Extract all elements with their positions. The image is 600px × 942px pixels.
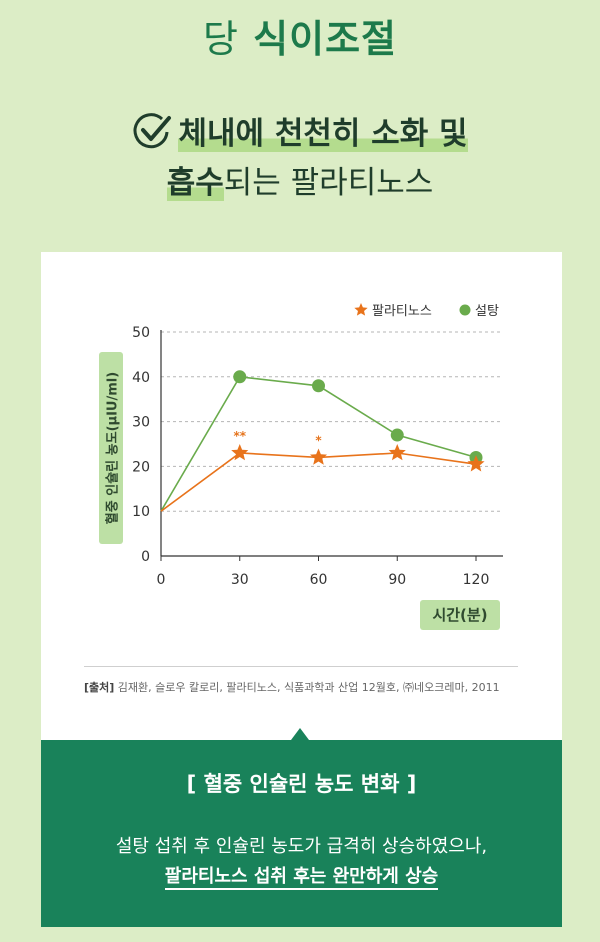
x-tick-label: 0 <box>157 572 166 588</box>
x-tick-label: 60 <box>310 572 328 588</box>
data-point <box>467 455 485 472</box>
headline-line2-rest: 되는 팔라티노스 <box>223 165 434 201</box>
headline-bold-word: 흡수 <box>166 165 224 201</box>
x-axis-label: 시간(분) <box>420 600 500 630</box>
data-point <box>388 443 406 461</box>
title-main: 식이조절 <box>253 17 398 61</box>
legend-circle-icon <box>459 304 471 316</box>
summary-subtitle: [ 혈중 인슐린 농도 변화 ] <box>186 772 417 796</box>
callout-notch <box>291 728 309 740</box>
data-point <box>309 448 328 465</box>
check-circle-icon <box>134 113 172 149</box>
y-tick-label: 20 <box>132 459 150 475</box>
data-point <box>233 370 247 384</box>
headline-line1: 체내에 천천히 소화 및 <box>0 108 600 153</box>
headline-line1-text: 체내에 천천히 소화 및 <box>178 116 468 152</box>
data-point <box>390 428 404 442</box>
summary-line1: 설탕 섭취 후 인슐린 농도가 급격히 상승하였으나, <box>115 836 488 857</box>
summary-line2: 팔라티노스 섭취 후는 완만하게 상승 <box>41 862 562 890</box>
y-tick-label: 40 <box>132 370 150 386</box>
y-tick-label: 10 <box>132 504 150 520</box>
x-tick-label: 90 <box>388 572 406 588</box>
y-tick-label: 30 <box>132 415 150 431</box>
significance-label: ** <box>233 429 246 443</box>
summary-box <box>41 740 562 927</box>
y-tick-label: 50 <box>132 325 150 341</box>
y-axis-label-box <box>99 352 123 544</box>
headline-line2: 흡수되는 팔라티노스 <box>0 157 600 202</box>
summary-line2-text: 팔라티노스 섭취 후는 완만하게 상승 <box>164 866 439 890</box>
data-point <box>312 379 325 393</box>
title-prefix: 당 <box>202 17 239 61</box>
significance-label: * <box>315 433 322 447</box>
source-note: [출처] 김재환, 슬로우 칼로리, 팔라티노스, 식품과학과 산업 12월호,… <box>84 679 524 695</box>
x-tick-label: 30 <box>231 572 249 588</box>
source-divider <box>84 666 518 667</box>
data-point <box>231 443 249 461</box>
page-title: 당 식이조절 <box>0 8 600 63</box>
y-tick-label: 0 <box>141 549 150 565</box>
legend-star-icon <box>354 303 368 316</box>
source-text: 김재환, 슬로우 칼로리, 팔라티노스, 식품과학과 산업 12월호, ㈜네오크… <box>117 681 500 694</box>
series-line-0 <box>160 452 477 512</box>
legend-item-palatinose: 팔라티노스 <box>372 304 432 319</box>
legend-item-sugar: 설탕 <box>475 304 499 319</box>
source-label: [출처] <box>84 681 115 694</box>
x-tick-label: 120 <box>463 572 490 588</box>
chart-card <box>41 252 562 740</box>
